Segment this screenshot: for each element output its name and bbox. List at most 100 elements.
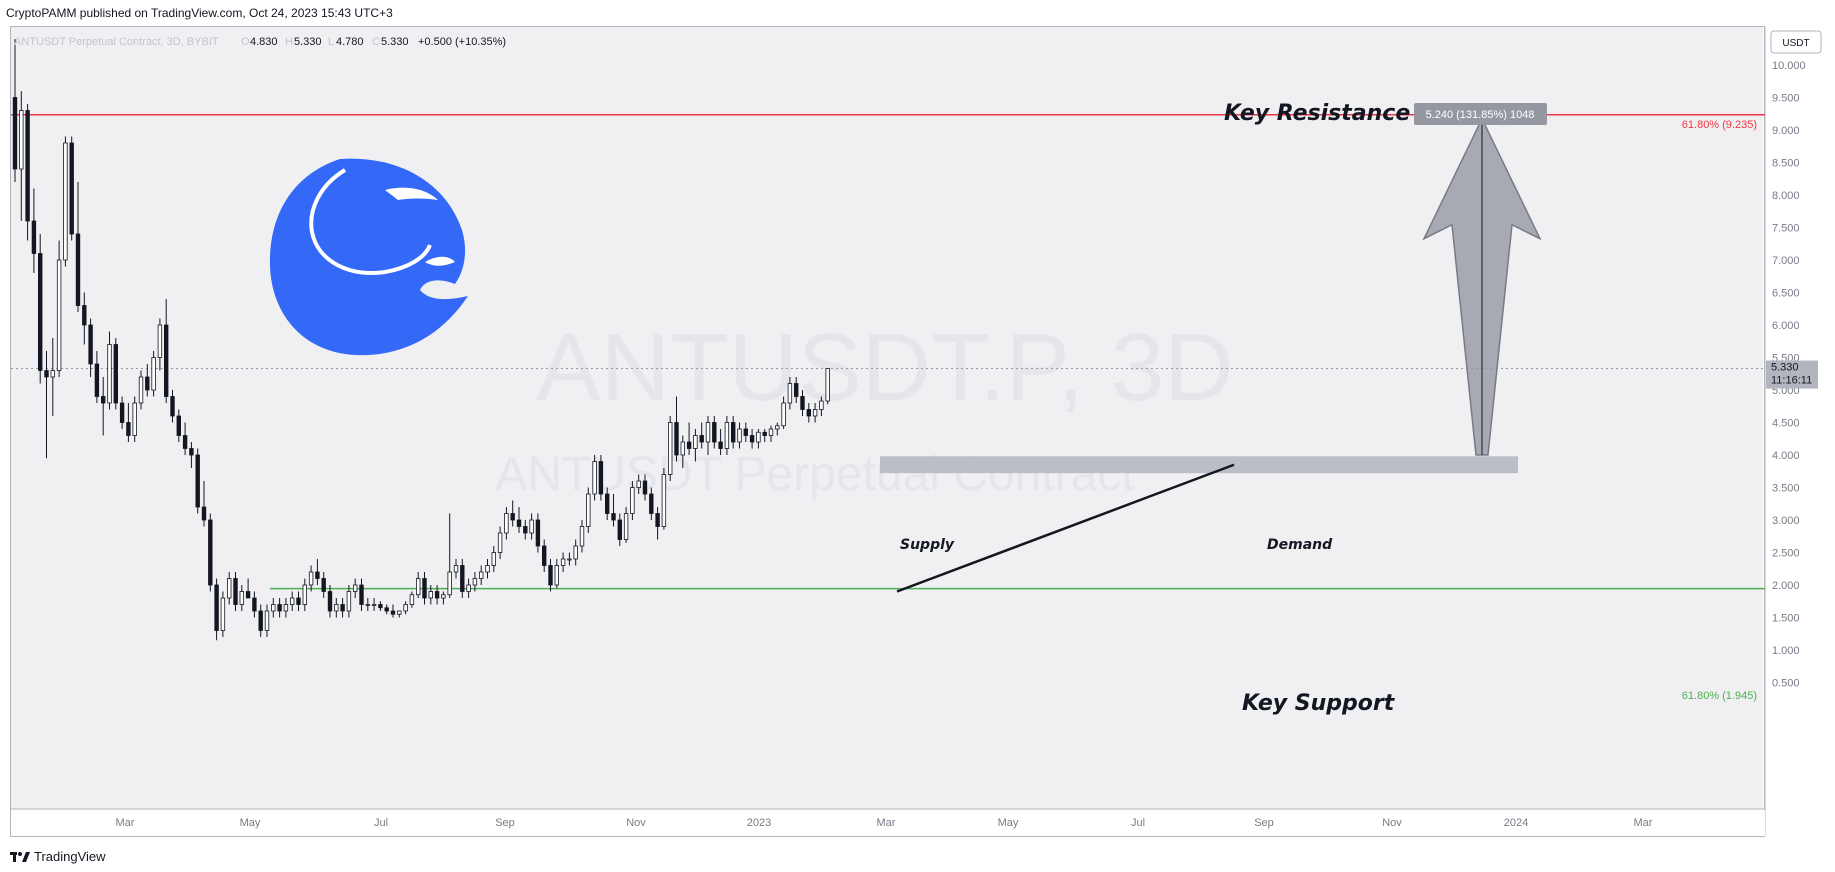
measure-badge — [1414, 103, 1547, 125]
candle-body — [56, 259, 62, 371]
candle-body — [567, 558, 572, 561]
candle-body — [516, 519, 522, 527]
candle-body — [661, 474, 667, 527]
price-tick-label: 6.000 — [1772, 320, 1800, 332]
candle-body — [485, 565, 490, 573]
candle-body — [686, 441, 692, 449]
candlestick-series[interactable] — [12, 39, 830, 641]
time-axis-ticks: Mar May Jul Sep Nov 2023 Mar May Jul Sep Nov 2024 Ma… — [116, 817, 1653, 829]
footer-brand: TradingView — [10, 845, 106, 867]
candle-body — [176, 415, 181, 436]
candle-body — [819, 400, 824, 410]
footer-brand-label: TradingView — [34, 848, 106, 864]
candle-body — [12, 97, 18, 170]
legend-low-label: L — [328, 36, 334, 48]
price-tick-label: 8.500 — [1772, 158, 1800, 170]
key-resistance-label: Key Resistance — [1224, 101, 1410, 126]
last-price-value: 5.330 — [1771, 362, 1799, 374]
ant-logo-icon — [269, 158, 468, 356]
candle-body — [699, 435, 704, 443]
candle-body — [535, 519, 541, 547]
candle-body — [649, 493, 654, 514]
candle-body — [327, 591, 333, 612]
price-tick-label: 1.500 — [1772, 613, 1800, 625]
legend-low: 4.780 — [336, 36, 364, 48]
candle-body — [75, 233, 81, 306]
candle-body — [434, 591, 440, 599]
candle-body — [245, 591, 251, 599]
watermark-symbol: ANTUSDT.P, 3D — [536, 314, 1233, 421]
time-tick-label: Jul — [1131, 817, 1145, 829]
candle-body — [384, 607, 389, 612]
bar-countdown: 11:16:11 — [1771, 375, 1812, 387]
price-tick-label: 3.000 — [1772, 515, 1800, 527]
candle-body — [428, 591, 433, 599]
fib-lower-label: 61.80% (1.945) — [1682, 690, 1757, 702]
currency-button[interactable]: USDT — [1770, 30, 1822, 54]
candle-body — [409, 594, 415, 605]
legend-change: +0.500 (+10.35%) — [418, 36, 506, 48]
candle-body — [466, 584, 471, 592]
candle-body — [340, 604, 345, 612]
candle-body — [151, 357, 156, 391]
price-tick-label: 9.500 — [1772, 93, 1800, 105]
candle-body — [101, 396, 106, 404]
candle-body — [611, 513, 616, 521]
legend-high: 5.330 — [294, 36, 322, 48]
time-tick-label: 2023 — [747, 817, 771, 829]
fib-upper-label: 61.80% (9.235) — [1682, 119, 1757, 131]
price-tick-label: 2.500 — [1772, 548, 1800, 560]
candle-body — [592, 461, 597, 495]
price-axis[interactable] — [1766, 27, 1834, 836]
candle-body — [605, 493, 610, 514]
legend-open: 4.830 — [250, 36, 278, 48]
candle-body — [775, 425, 780, 430]
candle-body — [718, 441, 723, 449]
time-tick-label: Mar — [1634, 817, 1653, 829]
candle-body — [749, 435, 755, 443]
candle-body — [441, 594, 446, 599]
time-axis[interactable] — [11, 810, 1765, 836]
candle-body — [157, 324, 163, 358]
candle-body — [346, 591, 352, 612]
candle-body — [226, 578, 232, 599]
time-tick-label: Nov — [626, 817, 646, 829]
candle-body — [460, 565, 465, 592]
candle-body — [491, 552, 496, 566]
price-tick-label: 1.000 — [1772, 645, 1800, 657]
candle-body — [69, 142, 74, 235]
candle-body — [655, 513, 660, 527]
candle-body — [812, 409, 818, 417]
candle-body — [44, 370, 49, 378]
candle-body — [365, 604, 370, 606]
ascending-trendline[interactable] — [896, 463, 1235, 593]
candle-body — [126, 422, 131, 436]
candle-body — [523, 526, 528, 534]
candle-body — [712, 422, 717, 443]
price-tick-label: 7.000 — [1772, 255, 1800, 267]
candle-body — [25, 110, 30, 222]
candle-body — [542, 545, 547, 566]
price-tick-label: 7.500 — [1772, 223, 1800, 235]
candle-body — [378, 604, 383, 609]
legend-high-label: H — [285, 36, 293, 48]
candle-body — [573, 545, 578, 560]
candle-body — [674, 422, 679, 456]
candle-body — [806, 409, 811, 417]
candle-body — [623, 513, 629, 540]
candle-body — [756, 431, 761, 443]
time-tick-label: Mar — [116, 817, 135, 829]
candle-body — [271, 604, 276, 612]
candle-body — [642, 480, 648, 495]
candle-body — [794, 383, 799, 397]
currency-label[interactable]: USDT — [1782, 38, 1809, 49]
candle-body — [107, 344, 112, 404]
candle-body — [554, 565, 559, 586]
candle-body — [233, 578, 238, 605]
supply-demand-zone[interactable] — [880, 456, 1518, 474]
candle-body — [359, 584, 364, 605]
legend-close-label: C — [372, 36, 380, 48]
candle-body — [510, 513, 515, 521]
demand-label: Demand — [1267, 537, 1333, 553]
